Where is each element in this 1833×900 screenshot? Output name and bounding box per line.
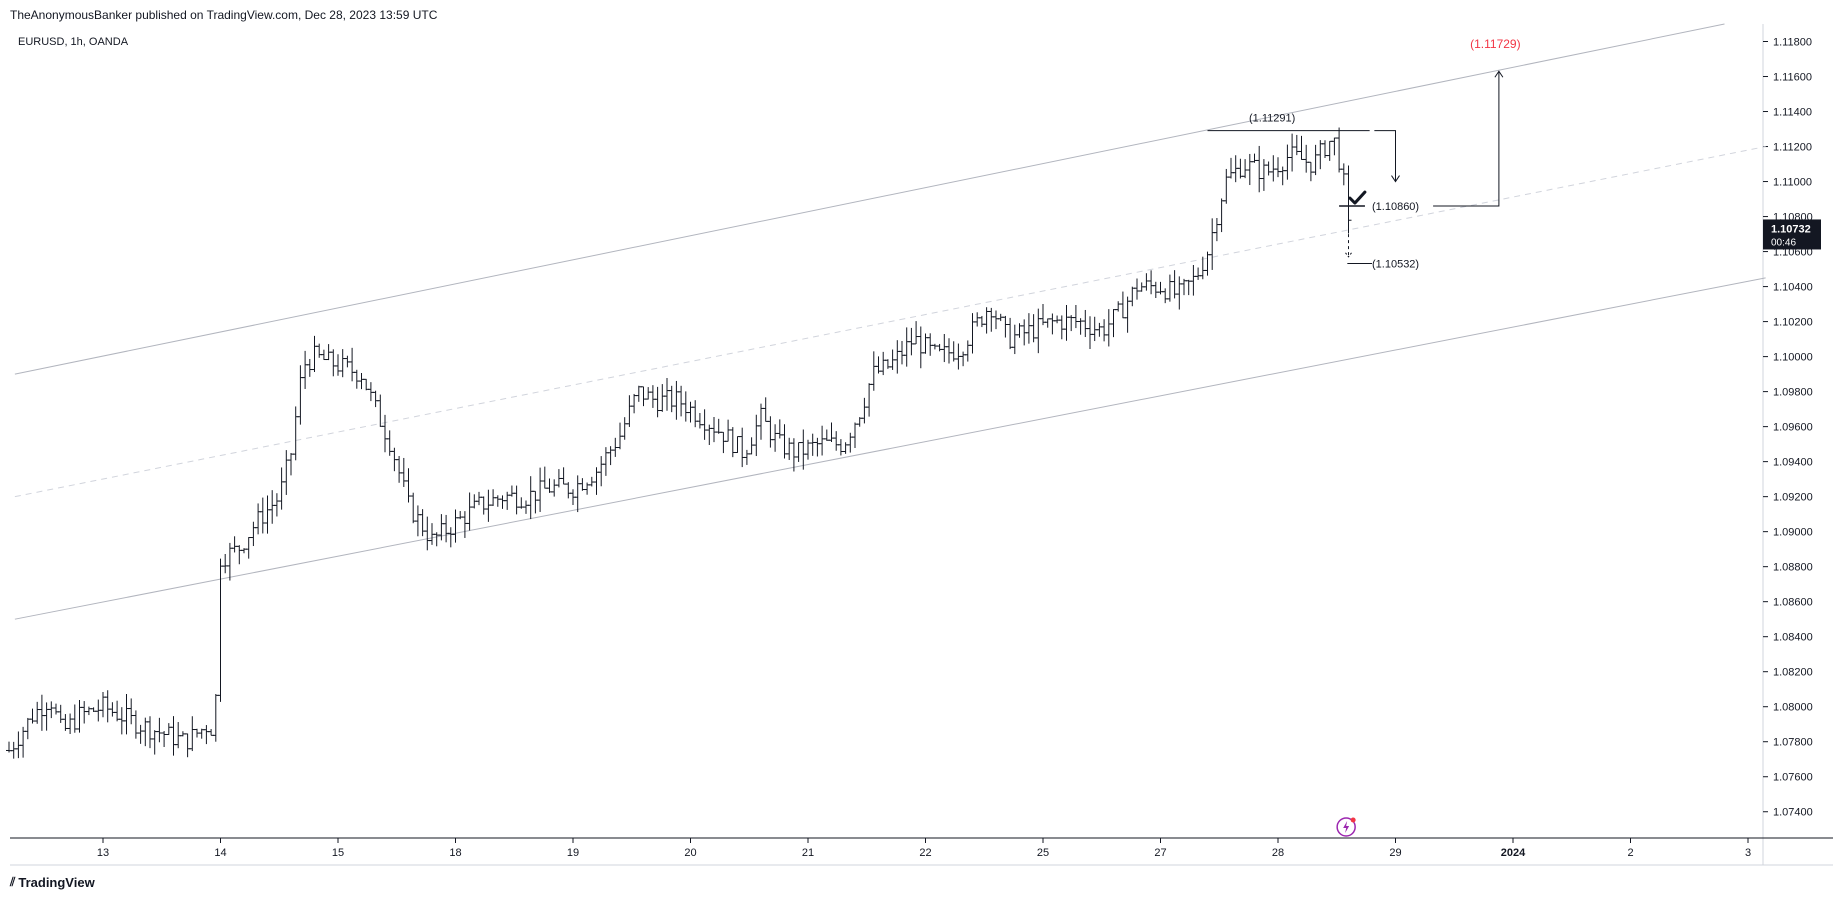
price-tick-label: 1.11200 <box>1773 142 1812 154</box>
current-price-tag <box>1763 219 1821 250</box>
time-tick-label: 13 <box>97 847 109 859</box>
tradingview-logo-icon: ⫽ <box>10 875 15 889</box>
time-tick-label: 25 <box>1037 847 1049 859</box>
price-tick-label: 1.11000 <box>1773 177 1812 189</box>
up-arrow-head <box>1494 70 1504 78</box>
price-tick-label: 1.09200 <box>1773 492 1813 504</box>
time-tick-label: 18 <box>449 847 461 859</box>
time-tick-label: 20 <box>684 847 696 859</box>
price-tick-label: 1.08200 <box>1773 667 1813 679</box>
channel-middle-line <box>14 146 1766 498</box>
price-tick-label: 1.07800 <box>1773 737 1813 749</box>
notification-dot <box>1350 817 1356 823</box>
current-price-value: 1.10732 <box>1771 223 1811 235</box>
level-label-mid: (1.10860) <box>1372 201 1419 213</box>
time-tick-label: 27 <box>1154 847 1166 859</box>
price-tick-label: 1.11400 <box>1773 107 1812 119</box>
level-label-top: (1.11291) <box>1249 113 1295 125</box>
symbol-label[interactable]: EURUSD, 1h, OANDA <box>18 36 129 48</box>
price-tick-label: 1.08800 <box>1773 562 1813 574</box>
time-tick-label: 3 <box>1745 847 1751 859</box>
price-tick-label: 1.10200 <box>1773 317 1813 329</box>
time-tick-label: 15 <box>332 847 344 859</box>
current-price-countdown: 00:46 <box>1771 237 1796 248</box>
time-tick-label: 2 <box>1627 847 1633 859</box>
target-label: (1.11729) <box>1470 37 1520 51</box>
tradingview-footer[interactable]: ⫽ TradingView <box>10 875 95 890</box>
publisher-line: TheAnonymousBanker published on TradingV… <box>10 8 438 22</box>
price-tick-label: 1.08600 <box>1773 597 1813 609</box>
lightning-bolt <box>1343 821 1350 833</box>
projection-arrow-head <box>1345 252 1352 258</box>
channel-upper-line <box>14 23 1725 375</box>
price-tick-label: 1.09000 <box>1773 527 1813 539</box>
up-arrow-line <box>1433 71 1500 207</box>
time-tick-label: 29 <box>1389 847 1401 859</box>
time-tick-label: 22 <box>919 847 931 859</box>
price-tick-label: 1.10000 <box>1773 352 1813 364</box>
price-tick-label: 1.10600 <box>1773 247 1813 259</box>
price-tick-label: 1.10400 <box>1773 282 1813 294</box>
down-arrow-head <box>1391 175 1400 183</box>
price-tick-label: 1.07600 <box>1773 772 1813 784</box>
time-tick-label: 14 <box>214 847 226 859</box>
time-tick-label: 2024 <box>1501 847 1526 859</box>
price-tick-label: 1.07400 <box>1773 807 1813 819</box>
price-tick-label: 1.09800 <box>1773 387 1813 399</box>
price-tick-label: 1.09600 <box>1773 422 1813 434</box>
brand-name: TradingView <box>18 875 95 890</box>
price-tick-label: 1.08000 <box>1773 702 1813 714</box>
check-icon <box>1348 190 1367 205</box>
down-arrow-line <box>1374 130 1396 182</box>
time-tick-label: 21 <box>802 847 814 859</box>
price-tick-label: 1.11800 <box>1773 37 1812 49</box>
price-tick-label: 1.11600 <box>1773 72 1812 84</box>
time-tick-label: 19 <box>567 847 579 859</box>
time-tick-label: 28 <box>1272 847 1284 859</box>
price-tick-label: 1.09400 <box>1773 457 1813 469</box>
level-label-low: (1.10532) <box>1372 258 1419 270</box>
price-tick-label: 1.08400 <box>1773 632 1813 644</box>
lightning-icon <box>1336 817 1356 837</box>
channel-lower-line <box>14 277 1766 620</box>
